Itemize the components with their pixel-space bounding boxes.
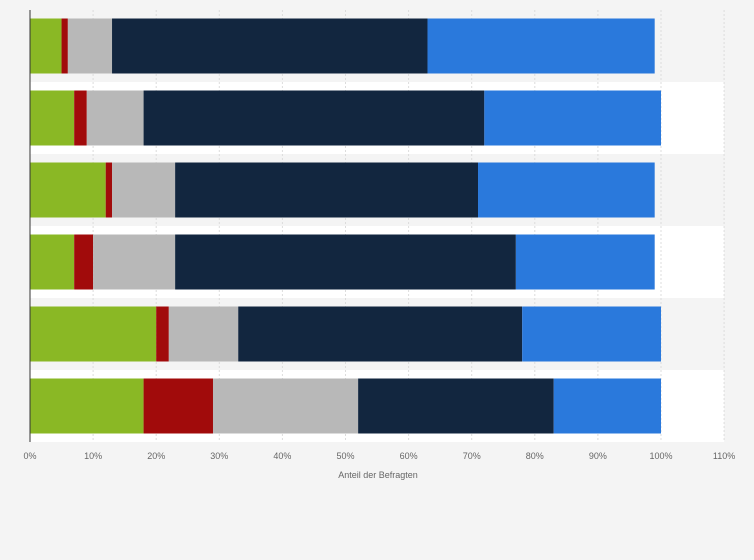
bar-segment-4 (358, 378, 554, 434)
bar-segment-1 (30, 234, 75, 290)
bar-segment-5 (484, 90, 661, 146)
bar-segment-5 (553, 378, 661, 434)
x-tick-label: 10% (84, 451, 102, 461)
bar-segment-3 (212, 378, 359, 434)
bar-segment-1 (30, 306, 157, 362)
bar-segment-1 (30, 90, 75, 146)
x-tick-label: 20% (147, 451, 165, 461)
bar-segment-1 (30, 378, 144, 434)
bar-segment-5 (427, 18, 655, 74)
x-tick-label: 40% (273, 451, 291, 461)
x-tick-label: 90% (589, 451, 607, 461)
x-tick-label: 60% (400, 451, 418, 461)
bar-segment-4 (238, 306, 523, 362)
bar-segment-3 (112, 162, 176, 218)
bar-segment-2 (156, 306, 169, 362)
x-tick-label: 110% (713, 451, 735, 461)
bar-segment-5 (522, 306, 661, 362)
bar-segment-4 (112, 18, 428, 74)
x-axis-title: Anteil der Befragten (338, 470, 418, 480)
x-tick-label: 30% (210, 451, 228, 461)
x-tick-label: 100% (649, 451, 672, 461)
bar-segment-2 (61, 18, 68, 74)
bar-segment-5 (515, 234, 655, 290)
bar-segment-4 (143, 90, 485, 146)
gridlines (92, 10, 725, 442)
bars (30, 18, 661, 434)
x-axis-ticks: 0% 10% 20% 30% 40% 50% 60% 70% 80% 90% 100% 110% (23, 451, 735, 461)
x-tick-label: 80% (526, 451, 544, 461)
bar-segment-3 (67, 18, 113, 74)
x-tick-label: 0% (23, 451, 36, 461)
bar-segment-1 (30, 18, 62, 74)
bar-segment-1 (30, 162, 106, 218)
bar-segment-4 (175, 234, 516, 290)
x-tick-label: 70% (463, 451, 481, 461)
bar-segment-2 (105, 162, 113, 218)
x-tick-label: 50% (336, 451, 354, 461)
bar-segment-2 (143, 378, 213, 434)
bar-segment-2 (74, 234, 94, 290)
bar-segment-5 (478, 162, 655, 218)
bar-segment-2 (74, 90, 87, 146)
bar-segment-3 (168, 306, 239, 362)
bar-segment-3 (93, 234, 176, 290)
bar-segment-3 (86, 90, 144, 146)
bar-segment-4 (175, 162, 479, 218)
